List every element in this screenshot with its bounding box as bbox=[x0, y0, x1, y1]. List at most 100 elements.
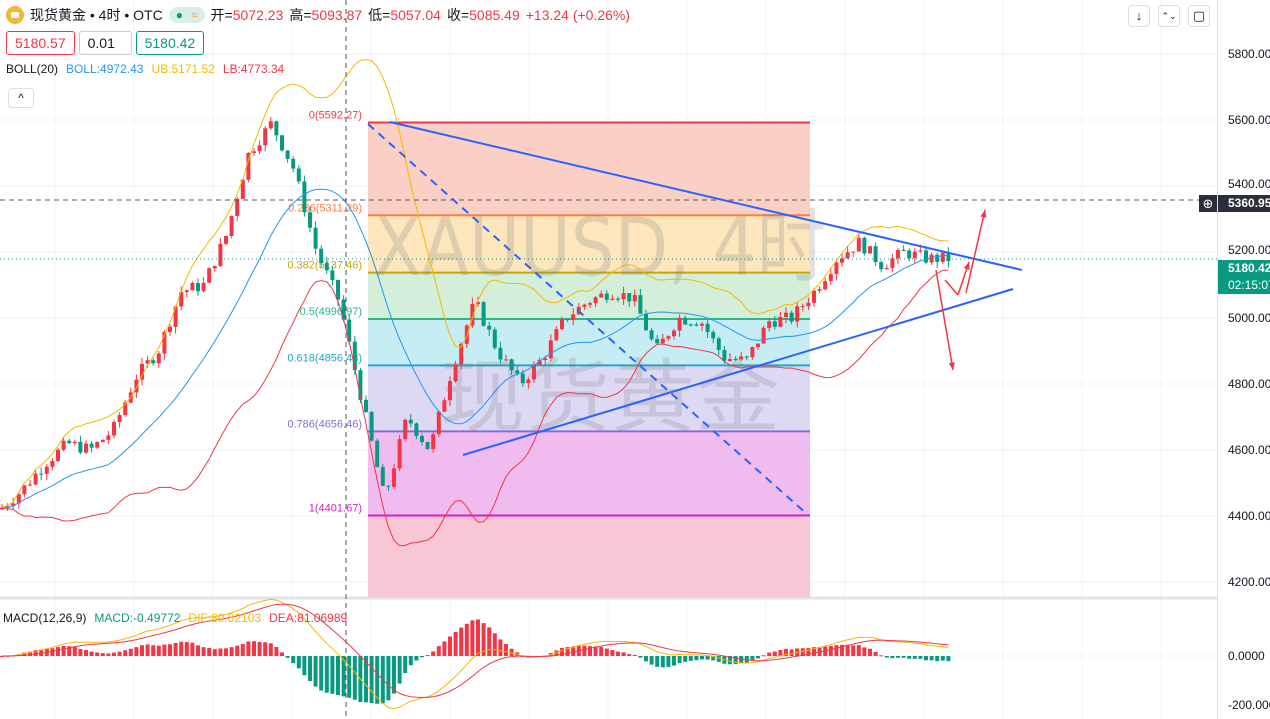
price-tick: 5400.00 bbox=[1228, 177, 1270, 191]
macd-histogram-bar bbox=[33, 650, 38, 656]
change-value: +13.24 (+0.26%) bbox=[525, 7, 631, 23]
macd-histogram-bar bbox=[442, 641, 447, 656]
candle bbox=[834, 262, 839, 275]
candle bbox=[487, 325, 492, 330]
candle bbox=[84, 443, 88, 453]
macd-histogram-bar bbox=[767, 652, 772, 656]
red-arrow bbox=[965, 209, 986, 294]
price-axis[interactable]: 5800.00 5600.00 5400.00 5200.00 5000.00 … bbox=[1217, 0, 1270, 719]
fullscreen-button[interactable]: ▢ bbox=[1188, 5, 1210, 27]
macd-histogram-bar bbox=[336, 656, 340, 696]
candle bbox=[16, 494, 21, 504]
macd-histogram-bar bbox=[128, 648, 133, 656]
candle bbox=[425, 441, 430, 450]
macd-histogram-bar bbox=[78, 649, 83, 656]
candle bbox=[190, 283, 195, 291]
candle bbox=[907, 250, 912, 259]
candle bbox=[61, 440, 66, 450]
candle bbox=[436, 411, 441, 435]
collapse-legend-button[interactable]: ^ bbox=[8, 88, 34, 108]
buy-button[interactable]: 5180.42 bbox=[135, 31, 205, 55]
candle bbox=[940, 252, 945, 262]
candle bbox=[571, 314, 576, 320]
candle bbox=[627, 293, 632, 302]
candle bbox=[67, 440, 72, 444]
candle bbox=[162, 331, 167, 354]
macd-histogram-bar bbox=[929, 656, 934, 661]
dashed-trendline bbox=[367, 123, 809, 516]
macd-histogram-bar bbox=[100, 653, 105, 656]
boll-legend[interactable]: BOLL(20) BOLL:4972.43 UB:5171.52 LB:4773… bbox=[6, 62, 284, 76]
candle bbox=[879, 262, 884, 270]
macd-histogram-bar bbox=[672, 656, 676, 666]
fib-level-label: 0.618(4856.48) bbox=[287, 352, 362, 364]
macd-histogram-bar bbox=[772, 651, 777, 656]
candle bbox=[173, 306, 178, 327]
macd-histogram-bar bbox=[190, 642, 195, 656]
macd-histogram-bar bbox=[476, 619, 480, 656]
candle bbox=[470, 303, 475, 326]
macd-histogram-bar bbox=[397, 656, 402, 684]
candle bbox=[800, 306, 805, 308]
candle bbox=[224, 235, 228, 244]
symbol-header: 现货黄金 • 4时 • OTC ● ≈ 开=5072.23 高=5093.87 低… bbox=[6, 5, 630, 25]
macd-histogram-bar bbox=[470, 620, 475, 656]
macd-histogram-bar bbox=[229, 647, 234, 656]
quantity-input[interactable]: 0.01 bbox=[78, 31, 132, 55]
macd-histogram-bar bbox=[588, 646, 592, 656]
candle bbox=[347, 319, 352, 342]
scroll-down-button[interactable]: ↓ bbox=[1128, 5, 1150, 27]
compress-button[interactable]: ⌃⌄ bbox=[1158, 5, 1180, 27]
market-status[interactable]: ● ≈ bbox=[168, 7, 205, 23]
boll-name: BOLL(20) bbox=[6, 62, 59, 76]
macd-histogram-bar bbox=[392, 656, 396, 694]
macd-histogram-bar bbox=[72, 646, 77, 656]
macd-histogram-bar bbox=[112, 652, 116, 656]
candle bbox=[896, 250, 900, 259]
candle bbox=[56, 449, 60, 462]
candle bbox=[554, 329, 559, 341]
macd-histogram-bar bbox=[868, 648, 872, 656]
dea-line bbox=[1, 603, 949, 698]
sell-button[interactable]: 5180.57 bbox=[6, 31, 75, 55]
candle bbox=[851, 251, 856, 253]
price-chart[interactable]: 0(5592.27) 0.236(5311.29) 0.382(5137.46) 0.… bbox=[0, 0, 1217, 719]
low-value: 5057.04 bbox=[390, 7, 441, 23]
candle bbox=[28, 484, 32, 486]
candle bbox=[548, 340, 553, 359]
macd-histogram-bar bbox=[408, 656, 413, 666]
candle bbox=[240, 179, 245, 199]
open-label: 开= bbox=[210, 7, 233, 23]
macd-histogram-bar bbox=[145, 644, 150, 656]
macd-histogram-bar bbox=[352, 656, 357, 700]
macd-histogram-bar bbox=[414, 656, 419, 661]
macd-histogram-bar bbox=[453, 631, 458, 656]
macd-histogram-bar bbox=[369, 656, 374, 704]
candle bbox=[744, 356, 749, 358]
add-alert-icon[interactable]: ⊕ bbox=[1199, 195, 1217, 212]
arrow-head-icon bbox=[980, 210, 987, 218]
candle bbox=[828, 274, 833, 282]
candle bbox=[50, 461, 55, 467]
gold-logo-icon bbox=[6, 6, 24, 24]
macd-histogram-bar bbox=[196, 645, 200, 656]
candle bbox=[610, 298, 615, 300]
candle bbox=[257, 145, 262, 152]
candle bbox=[929, 254, 934, 263]
macd-histogram-bar bbox=[257, 642, 262, 656]
macd-histogram-bar bbox=[224, 648, 228, 656]
last-price-tag: 5180.42 bbox=[1218, 260, 1270, 277]
macd-legend[interactable]: MACD(12,26,9) MACD:-0.49772 DIF:80.82103… bbox=[3, 611, 347, 625]
dif-value: DIF:80.82103 bbox=[188, 611, 262, 625]
fib-level-label: 0.236(5311.29) bbox=[288, 202, 362, 214]
candle bbox=[476, 302, 480, 304]
candle bbox=[100, 439, 105, 443]
macd-histogram-bar bbox=[263, 642, 268, 656]
macd-histogram-bar bbox=[509, 648, 514, 656]
candle bbox=[560, 318, 564, 330]
symbol-title[interactable]: 现货黄金 • 4时 • OTC bbox=[30, 7, 163, 23]
macd-histogram-bar bbox=[341, 656, 346, 697]
close-label: 收= bbox=[446, 7, 470, 23]
candle bbox=[459, 343, 464, 365]
macd-histogram-bar bbox=[67, 646, 72, 656]
